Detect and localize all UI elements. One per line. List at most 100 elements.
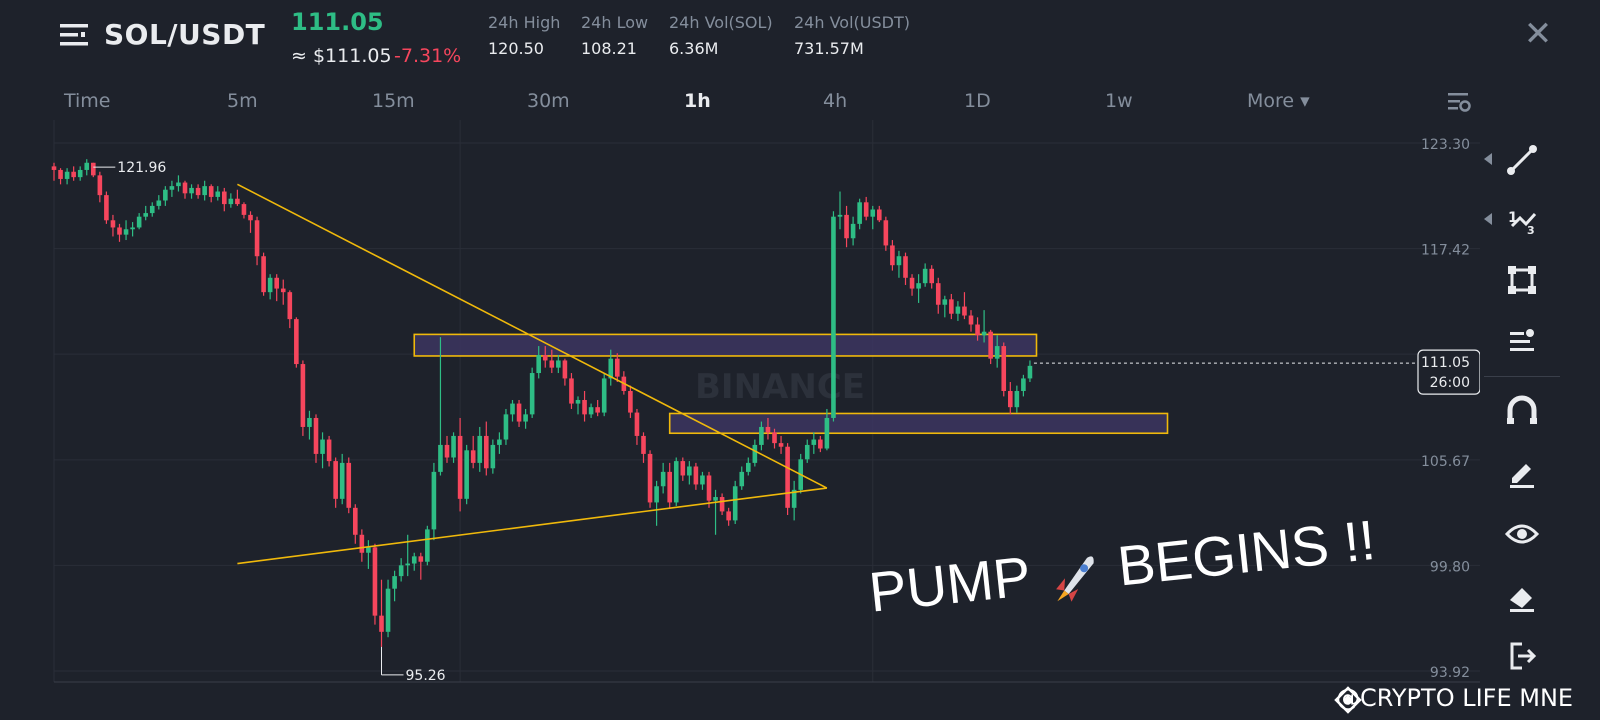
stat-value: 6.36M	[669, 39, 719, 58]
candle-body	[320, 439, 325, 454]
candle-body	[778, 443, 784, 447]
candle-body	[189, 187, 194, 194]
tab-1h[interactable]: 1h	[684, 90, 711, 112]
candle-body	[418, 556, 424, 562]
candle-body	[326, 439, 332, 462]
current-price-tag: 111.05 26:00	[1033, 349, 1480, 395]
current-price-value: 111.05	[1421, 355, 1470, 371]
candle-countdown: 26:00	[1430, 375, 1470, 391]
trendline-tool-icon[interactable]	[1502, 140, 1542, 180]
candle-body	[1001, 346, 1007, 392]
candle-body	[215, 191, 221, 197]
candle-body	[366, 547, 371, 553]
candle-body	[922, 268, 928, 284]
tab-more[interactable]: More ▾	[1247, 90, 1310, 112]
candle-body	[870, 209, 876, 217]
candle-body	[117, 227, 122, 235]
candle-body	[746, 462, 751, 472]
candle-body	[804, 444, 810, 460]
candle-body	[962, 306, 967, 316]
candle-body	[877, 209, 882, 221]
candle-body	[484, 435, 489, 469]
magnet-tool-icon[interactable]	[1502, 392, 1542, 432]
candle-body	[818, 439, 823, 449]
price-tick-label: 117.42	[1421, 243, 1470, 259]
candle-body	[772, 432, 777, 444]
low-price-label: 95.26	[406, 668, 446, 684]
tab-5m[interactable]: 5m	[227, 90, 258, 112]
candle-body	[713, 497, 718, 501]
tab-15m[interactable]: 15m	[372, 90, 415, 112]
price-tag-box	[1417, 349, 1480, 395]
candle-body	[909, 277, 915, 289]
candle-body	[110, 220, 116, 228]
menu-icon[interactable]	[60, 22, 90, 48]
candlestick-chart[interactable]: BINANCE 123.30117.42111.55105.6799.8093.…	[0, 120, 1480, 685]
candle-body	[274, 277, 279, 289]
candle-body	[64, 171, 70, 179]
candle-body	[182, 182, 188, 194]
exit-tool-icon[interactable]	[1502, 636, 1542, 676]
candle-body	[903, 256, 908, 278]
candle-body	[91, 162, 96, 176]
candle-body	[333, 461, 338, 499]
tab-30m[interactable]: 30m	[527, 90, 570, 112]
candle-body	[294, 319, 299, 365]
rectangle-tool-icon[interactable]	[1502, 260, 1542, 300]
candle-body	[77, 169, 83, 178]
svg-text:1: 1	[1508, 210, 1518, 226]
candle-body	[510, 403, 515, 415]
candle-body	[654, 486, 659, 503]
pencil-tool-icon[interactable]	[1502, 452, 1542, 492]
tab-4h[interactable]: 4h	[823, 90, 848, 112]
candle-body	[660, 471, 666, 487]
trendline	[237, 183, 828, 489]
expand-arrow-icon[interactable]	[1484, 153, 1492, 165]
stat-label: 24h Vol(SOL)	[669, 13, 773, 32]
candle-body	[195, 187, 201, 196]
candle-body	[411, 556, 417, 564]
expand-arrow-icon[interactable]	[1484, 213, 1492, 225]
close-icon[interactable]: ✕	[1523, 14, 1553, 54]
candle-body	[58, 169, 63, 179]
tab-1d[interactable]: 1D	[964, 90, 991, 112]
candle-body	[1021, 378, 1026, 392]
candle-body	[163, 189, 168, 201]
trendline	[237, 487, 828, 565]
author-watermark: @CRYPTO LIFE MNE	[1336, 684, 1574, 712]
candle-body	[425, 529, 430, 562]
chart-settings-icon[interactable]	[1446, 90, 1472, 114]
candle-body	[824, 417, 830, 449]
candle-body	[615, 358, 620, 377]
candle-body	[634, 412, 640, 436]
candle-body	[51, 166, 57, 170]
trading-pair[interactable]: SOL/USDT	[104, 18, 266, 51]
candle-body	[267, 277, 273, 293]
candle-body	[883, 220, 889, 246]
eye-tool-icon[interactable]	[1502, 514, 1542, 554]
candle-body	[844, 214, 849, 239]
tab-time[interactable]: Time	[64, 90, 111, 112]
candle-body	[307, 417, 312, 427]
candle-body	[785, 446, 790, 508]
candle-body	[549, 360, 555, 368]
stat-label: 24h High	[488, 13, 561, 32]
candle-body	[536, 355, 541, 374]
candle-body	[994, 346, 1000, 359]
stat-24h-vol-usdt: 24h Vol(USDT) 731.57M	[794, 13, 910, 58]
candle-body	[169, 186, 175, 190]
stat-value: 108.21	[581, 39, 637, 58]
eraser-tool-icon[interactable]	[1502, 576, 1542, 616]
tab-1w[interactable]: 1w	[1105, 90, 1133, 112]
annotation-tool-icon[interactable]	[1502, 322, 1542, 362]
candle-body	[752, 444, 758, 463]
candle-body	[916, 283, 921, 289]
candle-body	[1027, 365, 1033, 379]
stat-label: 24h Vol(USDT)	[794, 13, 910, 32]
high-low-marks: 121.96 95.26	[93, 160, 446, 684]
candle-body	[346, 462, 352, 508]
candle-body	[464, 450, 469, 499]
candle-body	[477, 435, 483, 463]
